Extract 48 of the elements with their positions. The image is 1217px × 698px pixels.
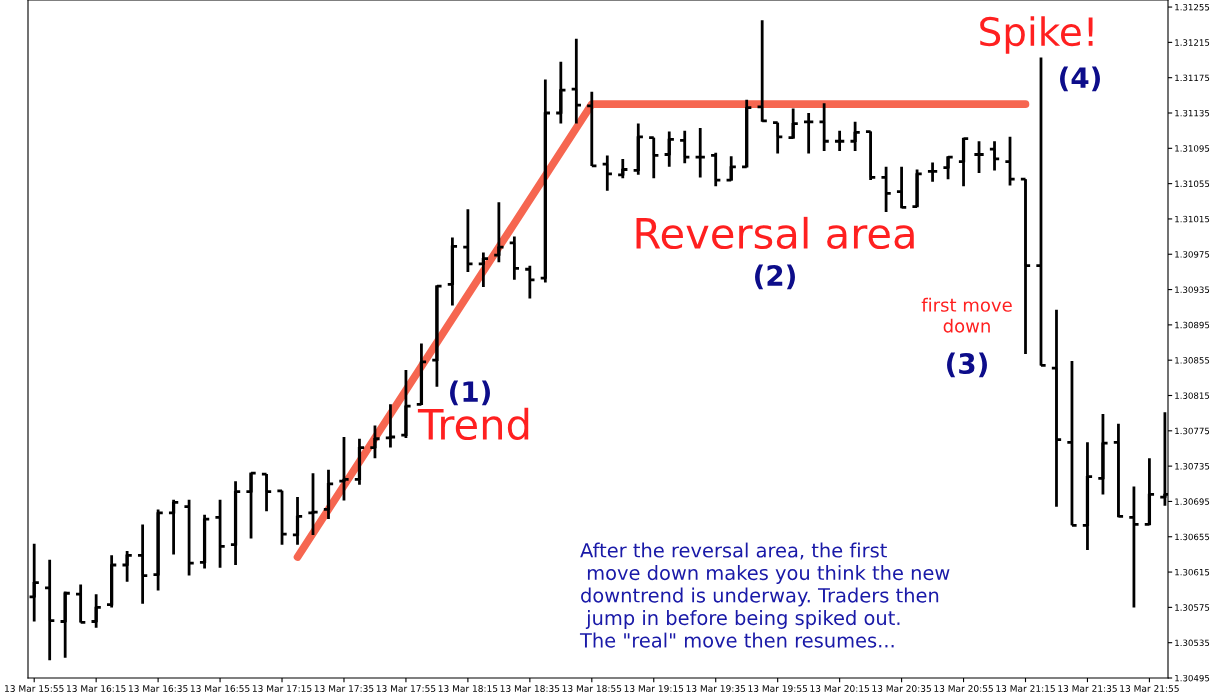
x-tick-label: 13 Mar 16:55 xyxy=(190,685,250,692)
x-tick-label: 13 Mar 21:15 xyxy=(996,685,1055,692)
y-tick-label: 1.30895 xyxy=(1175,321,1210,329)
x-tick-label: 13 Mar 16:35 xyxy=(128,685,188,692)
y-tick-label: 1.31135 xyxy=(1175,109,1210,117)
x-tick-label: 13 Mar 19:15 xyxy=(624,685,684,692)
y-tick-label: 1.31175 xyxy=(1175,74,1210,82)
y-tick-label: 1.30695 xyxy=(1175,498,1210,505)
annotation: (4) xyxy=(1060,66,1100,92)
y-tick-label: 1.30855 xyxy=(1175,357,1210,364)
x-tick-label: 13 Mar 18:15 xyxy=(438,685,498,692)
y-tick-label: 1.30935 xyxy=(1175,286,1210,293)
annotation: Reversal area xyxy=(636,216,914,250)
x-tick-label: 13 Mar 17:55 xyxy=(376,685,436,692)
x-tick-label: 13 Mar 19:35 xyxy=(686,685,746,692)
x-tick-label: 13 Mar 20:55 xyxy=(934,685,993,692)
x-tick-label: 13 Mar 15:55 xyxy=(5,685,64,692)
annotation: Spike! xyxy=(980,16,1093,54)
x-tick-label: 13 Mar 16:15 xyxy=(67,685,126,692)
annotation: (2) xyxy=(755,264,795,290)
y-tick-label: 1.31015 xyxy=(1175,215,1210,223)
annotation: (3) xyxy=(947,352,987,378)
x-tick-label: 13 Mar 17:35 xyxy=(314,685,374,692)
y-tick-label: 1.30615 xyxy=(1175,568,1210,576)
y-tick-label: 1.30535 xyxy=(1175,639,1210,647)
y-tick-label: 1.31055 xyxy=(1175,180,1210,188)
y-tick-label: 1.31215 xyxy=(1175,39,1210,46)
x-tick-label: 13 Mar 19:55 xyxy=(748,685,808,692)
y-tick-label: 1.30655 xyxy=(1175,533,1210,541)
x-tick-label: 13 Mar 21:55 xyxy=(1120,685,1179,692)
y-tick-label: 1.30495 xyxy=(1175,674,1210,682)
x-tick-label: 13 Mar 20:15 xyxy=(810,685,869,692)
annotation: Trend xyxy=(417,407,529,441)
y-tick-label: 1.30815 xyxy=(1175,392,1210,399)
y-tick-label: 1.30775 xyxy=(1175,427,1210,435)
annotation: (1) xyxy=(450,380,490,406)
y-tick-label: 1.30575 xyxy=(1175,604,1210,611)
y-tick-label: 1.31095 xyxy=(1175,145,1210,152)
y-tick-label: 1.30735 xyxy=(1175,463,1210,470)
x-tick-label: 13 Mar 18:55 xyxy=(562,685,622,692)
x-tick-label: 13 Mar 17:15 xyxy=(252,685,312,692)
x-tick-label: 13 Mar 20:35 xyxy=(872,685,931,692)
y-tick-label: 1.31255 xyxy=(1175,3,1210,11)
y-tick-label: 1.30975 xyxy=(1175,251,1210,258)
annotation: After the reversal area, the first move down makes you think the new downtrend is underway. Traders then jump in before being spiked out. The "real" move then resumes... xyxy=(579,542,950,648)
annotation: first move down xyxy=(921,297,1012,333)
x-tick-label: 13 Mar 18:35 xyxy=(500,685,560,692)
x-tick-label: 13 Mar 21:35 xyxy=(1058,685,1117,692)
